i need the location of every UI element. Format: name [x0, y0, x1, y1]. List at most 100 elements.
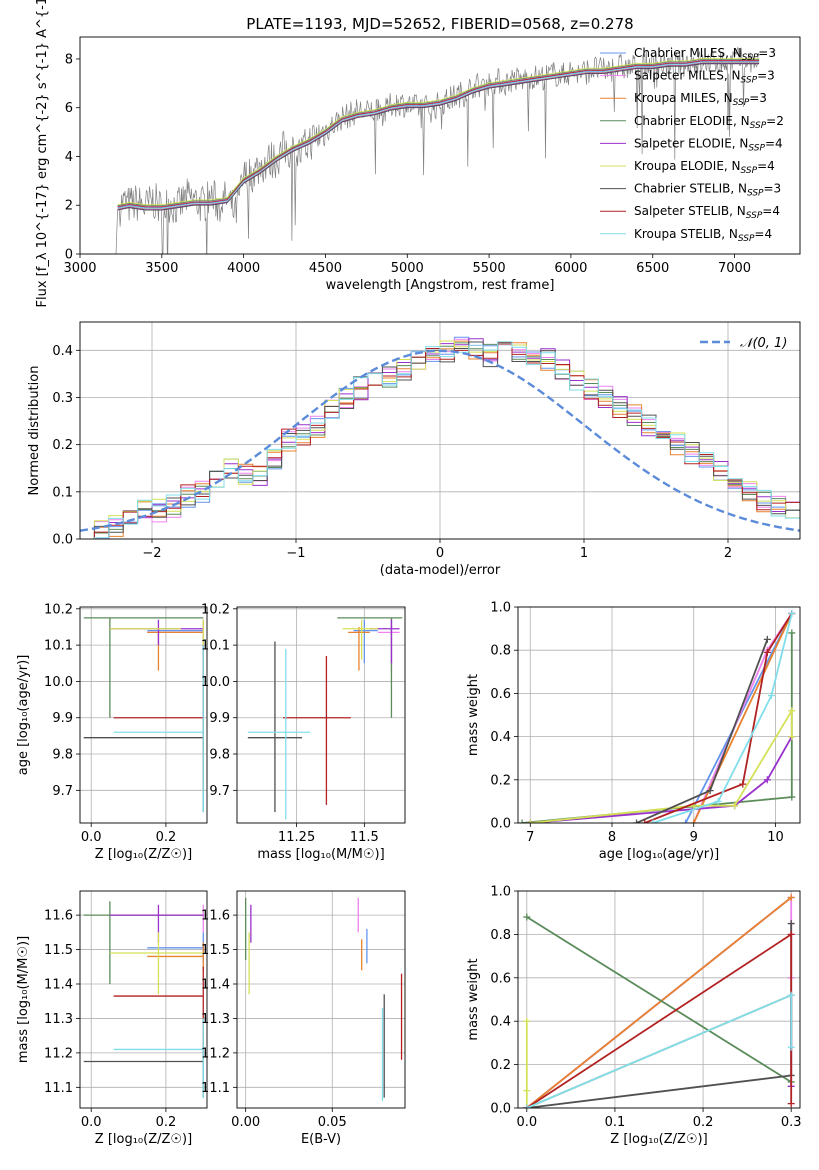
y-axis-label: age [log₁₀(age/yr)] — [16, 655, 31, 776]
legend-entry-subscript: SSP — [742, 53, 759, 63]
weight-marker — [731, 802, 739, 810]
legend-entry-subscript: SSP — [738, 234, 755, 244]
legend-entry-value: =4 — [757, 159, 775, 173]
y-tick-label: 0.4 — [52, 344, 73, 359]
weight-marker — [788, 629, 796, 637]
y-tick-label: 0.0 — [52, 533, 73, 548]
y-tick-label: 11.4 — [201, 978, 230, 993]
x-axis-label: (data-model)/error — [380, 563, 501, 578]
x-tick-label: −2 — [142, 546, 161, 561]
y-tick-label: 0.4 — [490, 730, 511, 745]
axes-z-mass: 0.0 0.2 11.1 11.2 11.3 11.4 11.5 11.6 Z [log₁₀(Z… — [16, 890, 208, 1147]
model-line-6 — [117, 58, 760, 206]
legend-entry-value: =3 — [757, 69, 775, 83]
y-tick-label: 9.8 — [52, 748, 73, 763]
axes-frame — [517, 890, 801, 1109]
y-tick-label: 8 — [65, 52, 73, 67]
weight-series-6 — [526, 707, 796, 823]
figure-title: PLATE=1193, MJD=52652, FIBERID=0568, z=0… — [246, 15, 633, 33]
weight-marker — [649, 819, 657, 823]
plot-area-ebv-mass — [245, 897, 403, 1102]
plot-area-mass-age — [247, 617, 403, 820]
residual-legend: 𝒩(0, 1) — [700, 336, 787, 351]
x-axis-label: wavelength [Angstrom, rest frame] — [326, 278, 555, 293]
weight-marker — [788, 793, 796, 801]
x-tick-label: 8 — [608, 830, 616, 845]
y-tick-label: 9.7 — [52, 784, 73, 799]
weight-series-9 — [523, 991, 795, 1108]
data-point-3 — [147, 942, 204, 971]
y-tick-label: 0.2 — [490, 773, 511, 788]
legend-entry-value: =3 — [758, 46, 776, 60]
x-axis-label: E(B-V) — [301, 1132, 341, 1147]
weight-series-9 — [649, 609, 796, 823]
x-tick-label: 0.1 — [605, 1115, 626, 1130]
y-tick-label: 0.8 — [490, 644, 511, 659]
legend-entry-label: Chabrier STELIB, NSSP=3 — [634, 182, 781, 199]
axes-ebv-mass: 0.00 0.05 11.1 11.2 11.3 11.4 11.5 11.6 E(B-V) — [201, 890, 406, 1147]
legend-entry-subscript: SSP — [747, 189, 764, 199]
data-point-4 — [83, 617, 204, 718]
weight-marker — [739, 780, 747, 788]
weight-line — [644, 613, 793, 823]
legend-entry-value: =2 — [766, 114, 784, 128]
data-point-7 — [247, 641, 303, 813]
histogram-step-8 — [80, 341, 800, 539]
x-tick-label: 0.2 — [156, 1115, 177, 1130]
x-tick-label: 6000 — [554, 261, 587, 276]
legend-entry-label: Kroupa STELIB, NSSP=4 — [634, 227, 772, 244]
legend-entry-subscript: SSP — [733, 98, 750, 108]
x-tick-label: 0.3 — [781, 1115, 802, 1130]
axes-frame — [79, 890, 208, 1109]
model-line-3 — [117, 62, 760, 210]
x-axis-label: Z [log₁₀(Z/Z☉)] — [95, 847, 192, 862]
y-tick-label: 10.0 — [201, 675, 230, 690]
legend-entry-label: Salpeter MILES, NSSP=3 — [634, 69, 775, 86]
model-line-8 — [117, 60, 760, 208]
axes-age-weight: 7 8 9 10 0.0 0.2 0.4 0.6 0.8 1.0 age [log₁₀(age/yr… — [466, 601, 801, 862]
x-tick-label: 0.0 — [81, 830, 102, 845]
x-tick-label: 0 — [436, 546, 444, 561]
model-line-2 — [117, 59, 760, 207]
normal-distribution-curve — [80, 349, 800, 532]
weight-marker — [523, 1017, 531, 1025]
y-tick-label: 0.0 — [490, 817, 511, 832]
x-tick-label: −1 — [286, 546, 305, 561]
x-tick-label: 0.2 — [156, 830, 177, 845]
x-tick-label: 0.0 — [81, 1115, 102, 1130]
weight-marker — [787, 930, 795, 938]
y-tick-label: 10.2 — [44, 602, 73, 617]
y-tick-label: 0.6 — [490, 971, 511, 986]
weight-marker — [641, 819, 649, 823]
weight-series-7 — [633, 635, 771, 823]
y-tick-label: 1.0 — [490, 601, 511, 616]
y-tick-label: 9.9 — [209, 711, 230, 726]
weight-marker — [788, 609, 796, 617]
y-tick-label: 11.3 — [44, 1012, 73, 1027]
legend-entry-label: Chabrier MILES, NSSP=3 — [634, 46, 776, 63]
y-tick-label: 11.2 — [44, 1046, 73, 1061]
legend-entry-label: Kroupa ELODIE, NSSP=4 — [634, 159, 775, 176]
x-tick-label: 0.0 — [516, 1115, 537, 1130]
x-tick-label: 7000 — [718, 261, 751, 276]
y-tick-label: 11.5 — [201, 943, 230, 958]
y-tick-label: 0 — [65, 248, 73, 263]
y-tick-label: 6 — [65, 101, 73, 116]
legend-entry-subscript: SSP — [746, 211, 763, 221]
weight-marker — [523, 1104, 531, 1108]
y-tick-label: 11.6 — [201, 909, 230, 924]
legend-entry-label: Salpeter ELODIE, NSSP=4 — [634, 136, 783, 153]
legend-entry-value: =3 — [764, 182, 782, 196]
plot-area-z-mass — [83, 901, 204, 1098]
y-tick-label: 2 — [65, 199, 73, 214]
data-point-3 — [348, 626, 370, 671]
x-axis-label: Z [log₁₀(Z/Z☉)] — [95, 1132, 192, 1147]
weight-marker — [706, 787, 714, 795]
x-tick-label: 2 — [724, 546, 732, 561]
axes-mass-age: 11.25 11.5 9.7 9.8 9.9 10.0 10.1 10.2 mass [log₁… — [201, 602, 406, 862]
y-tick-label: 9.7 — [209, 784, 230, 799]
weight-marker — [787, 894, 795, 902]
weight-marker — [767, 692, 775, 700]
plot-area-z-age — [83, 617, 204, 813]
